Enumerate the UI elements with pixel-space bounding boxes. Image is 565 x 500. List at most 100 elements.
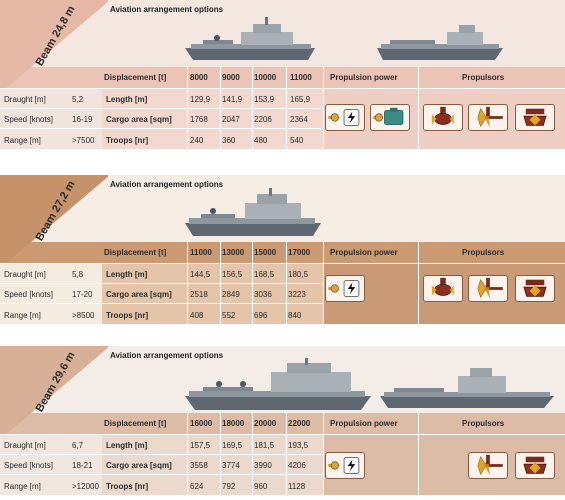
variant-beam-24-8: Beam 24,8 m Aviation arrangement options…: [0, 0, 565, 149]
troops-value: 696: [254, 311, 268, 320]
troops-value: 408: [190, 311, 204, 320]
length-label: Length [m]: [106, 441, 148, 450]
shaft-propeller-icon: [468, 275, 508, 302]
troops-value: 360: [222, 136, 236, 145]
troops-value: 552: [222, 311, 236, 320]
draught-label: Draught [m]: [4, 95, 46, 104]
variant-beam-27-2: Beam 27,2 m Aviation arrangement options…: [0, 175, 565, 324]
cargo-value: 2206: [254, 115, 272, 124]
draught-value: 6,7: [72, 441, 84, 450]
ship-illustration-helicopter: [185, 188, 321, 236]
header-row: [0, 67, 565, 88]
aviation-options-title: Aviation arrangement options: [110, 351, 224, 360]
displacement-value: 11000: [290, 73, 312, 82]
length-value: 180,5: [288, 270, 309, 279]
propulsion-power-header: Propulsion power: [330, 73, 398, 82]
cargo-value: 3774: [222, 461, 240, 470]
diesel-engine-icon: [370, 104, 410, 131]
shaft-propeller-icon: [468, 104, 508, 131]
thruster-icon: [515, 104, 555, 131]
troops-label: Troops [nr]: [106, 136, 149, 145]
troops-label: Troops [nr]: [106, 482, 149, 491]
draught-value: 5,2: [72, 95, 84, 104]
troops-value: 792: [222, 482, 236, 491]
thruster-icon: [515, 275, 555, 302]
troops-value: 480: [254, 136, 268, 145]
length-value: 169,5: [222, 441, 243, 450]
cargo-value: 4206: [288, 461, 306, 470]
propulsion-power-header: Propulsion power: [330, 419, 398, 428]
displacement-value: 15000: [254, 248, 277, 257]
range-value: >12000: [72, 482, 99, 491]
draught-label: Draught [m]: [4, 441, 46, 450]
cargo-label: Cargo area [sqm]: [106, 115, 172, 124]
electric-motor-icon: [325, 452, 365, 479]
ship-illustration-helicopter: [185, 17, 315, 60]
displacement-value: 18000: [222, 419, 245, 428]
azimuth-pod-icon: [423, 275, 463, 302]
troops-value: 624: [190, 482, 204, 491]
length-value: 193,5: [288, 441, 309, 450]
speed-label: Speed [knots]: [4, 461, 53, 470]
propulsion-power-header: Propulsion power: [330, 248, 398, 257]
header-row: [0, 242, 565, 263]
draught-value: 5,8: [72, 270, 84, 279]
displacement-value: 11000: [190, 248, 212, 257]
propulsors-header: Propulsors: [462, 419, 505, 428]
cargo-value: 3990: [254, 461, 272, 470]
length-label: Length [m]: [106, 95, 148, 104]
cargo-value: 3223: [288, 290, 306, 299]
displacement-value: 22000: [288, 419, 311, 428]
aviation-options-title: Aviation arrangement options: [110, 180, 224, 189]
range-label: Range [m]: [4, 311, 41, 320]
ship-illustration-open-deck: [377, 25, 503, 60]
length-value: 156,5: [222, 270, 243, 279]
cargo-value: 1768: [190, 115, 208, 124]
length-label: Length [m]: [106, 270, 148, 279]
troops-value: 840: [288, 311, 302, 320]
displacement-value: 10000: [254, 73, 277, 82]
troops-value: 1128: [288, 482, 306, 491]
propulsors-header: Propulsors: [462, 73, 505, 82]
azimuth-pod-icon: [423, 104, 463, 131]
ship-illustration-open-deck: [380, 368, 554, 408]
propulsors-header: Propulsors: [462, 248, 505, 257]
aviation-options-title: Aviation arrangement options: [110, 5, 224, 14]
electric-motor-icon: [325, 104, 365, 131]
length-value: 168,5: [254, 270, 275, 279]
length-value: 129,9: [190, 95, 211, 104]
range-label: Range [m]: [4, 136, 41, 145]
displacement-value: 16000: [190, 419, 213, 428]
displacement-value: 20000: [254, 419, 277, 428]
range-value: >8500: [72, 311, 95, 320]
speed-value: 16-19: [72, 115, 93, 124]
length-value: 144,5: [190, 270, 211, 279]
displacement-header: Displacement [t]: [104, 73, 167, 82]
shaft-propeller-icon: [468, 452, 508, 479]
troops-value: 540: [290, 136, 304, 145]
speed-value: 18-21: [72, 461, 93, 470]
cargo-value: 3036: [254, 290, 272, 299]
cargo-value: 2849: [222, 290, 240, 299]
length-value: 165,9: [290, 95, 311, 104]
cargo-value: 2364: [290, 115, 308, 124]
displacement-value: 13000: [222, 248, 245, 257]
cargo-value: 3558: [190, 461, 208, 470]
length-value: 157,5: [190, 441, 211, 450]
ship-illustration-helicopter: [185, 358, 371, 410]
length-value: 141,9: [222, 95, 243, 104]
troops-value: 960: [254, 482, 268, 491]
troops-label: Troops [nr]: [106, 311, 149, 320]
cargo-value: 2047: [222, 115, 240, 124]
electric-motor-icon: [325, 275, 365, 302]
speed-label: Speed [knots]: [4, 290, 53, 299]
cargo-value: 2518: [190, 290, 208, 299]
speed-value: 17-20: [72, 290, 93, 299]
header-row: [0, 413, 565, 434]
displacement-value: 17000: [288, 248, 311, 257]
cargo-label: Cargo area [sqm]: [106, 290, 172, 299]
range-label: Range [m]: [4, 482, 41, 491]
length-value: 181,5: [254, 441, 275, 450]
cargo-label: Cargo area [sqm]: [106, 461, 172, 470]
displacement-header: Displacement [t]: [104, 248, 167, 257]
